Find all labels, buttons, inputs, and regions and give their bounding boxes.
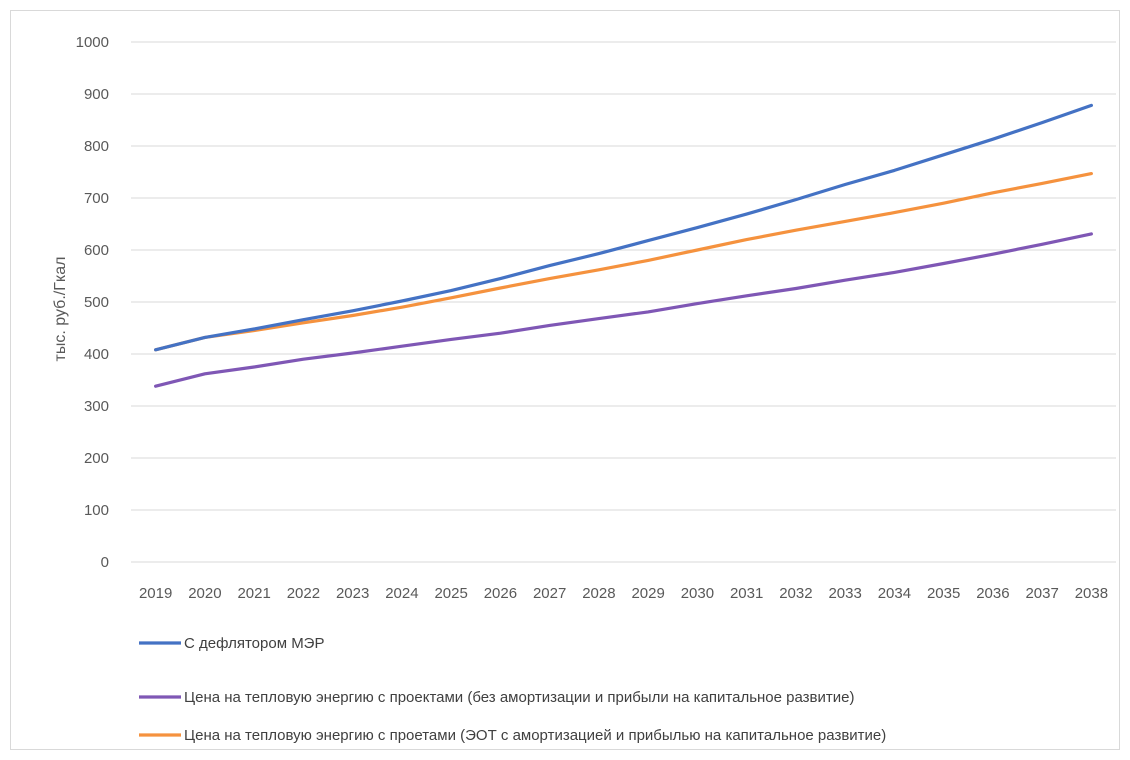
x-tick-label: 2038 xyxy=(1075,585,1108,602)
x-tick-label: 2032 xyxy=(779,585,812,602)
x-tick-label: 2024 xyxy=(385,585,418,602)
chart-frame: 0 100 200 300 400 500 600 700 800 900 1000 2019 202… xyxy=(10,10,1120,750)
y-tick-label: 800 xyxy=(84,138,109,155)
x-tick-label: 2023 xyxy=(336,585,369,602)
y-tick-label: 200 xyxy=(84,450,109,467)
y-tick-label: 300 xyxy=(84,398,109,415)
y-tick-label: 700 xyxy=(84,190,109,207)
x-tick-label: 2021 xyxy=(237,585,270,602)
legend-label-1: С дефлятором МЭР xyxy=(184,635,324,652)
y-tick-label: 900 xyxy=(84,86,109,103)
y-tick-label: 0 xyxy=(101,554,109,571)
series-lines xyxy=(154,103,1094,388)
x-tick-label: 2035 xyxy=(927,585,960,602)
x-tick-label: 2033 xyxy=(828,585,861,602)
x-tick-label: 2031 xyxy=(730,585,763,602)
y-tick-label: 500 xyxy=(84,294,109,311)
x-tick-label: 2026 xyxy=(484,585,517,602)
x-tick-label: 2025 xyxy=(434,585,467,602)
series-line-3 xyxy=(154,172,1094,352)
legend: С дефлятором МЭР Цена на тепловую энергию… xyxy=(139,635,886,744)
y-tick-label: 600 xyxy=(84,242,109,259)
x-tick-label: 2034 xyxy=(878,585,911,602)
line-chart: 0 100 200 300 400 500 600 700 800 900 1000 2019 202… xyxy=(52,34,1116,744)
x-tick-label: 2022 xyxy=(287,585,320,602)
x-tick-label: 2030 xyxy=(681,585,714,602)
legend-label-2: Цена на тепловую энергию с проектами (бе… xyxy=(184,689,855,706)
y-tick-label: 100 xyxy=(84,502,109,519)
x-tick-label: 2019 xyxy=(139,585,172,602)
x-tick-label: 2020 xyxy=(188,585,221,602)
x-axis-tick-labels: 2019 2020 2021 2022 2023 2024 2025 2026 2027 2028… xyxy=(139,585,1108,602)
x-tick-label: 2036 xyxy=(976,585,1009,602)
y-axis-tick-labels: 0 100 200 300 400 500 600 700 800 900 1000 xyxy=(76,34,109,571)
y-tick-label: 400 xyxy=(84,346,109,363)
gridlines xyxy=(131,41,1116,563)
y-axis-title: тыс. руб./Гкал xyxy=(52,257,69,362)
x-tick-label: 2037 xyxy=(1025,585,1058,602)
y-tick-label: 1000 xyxy=(76,34,109,51)
legend-label-3: Цена на тепловую энергию с проетами (ЭОТ… xyxy=(184,727,886,744)
x-tick-label: 2027 xyxy=(533,585,566,602)
series-line-2 xyxy=(154,232,1094,388)
x-tick-label: 2028 xyxy=(582,585,615,602)
x-tick-label: 2029 xyxy=(631,585,664,602)
series-line-1 xyxy=(154,103,1094,352)
